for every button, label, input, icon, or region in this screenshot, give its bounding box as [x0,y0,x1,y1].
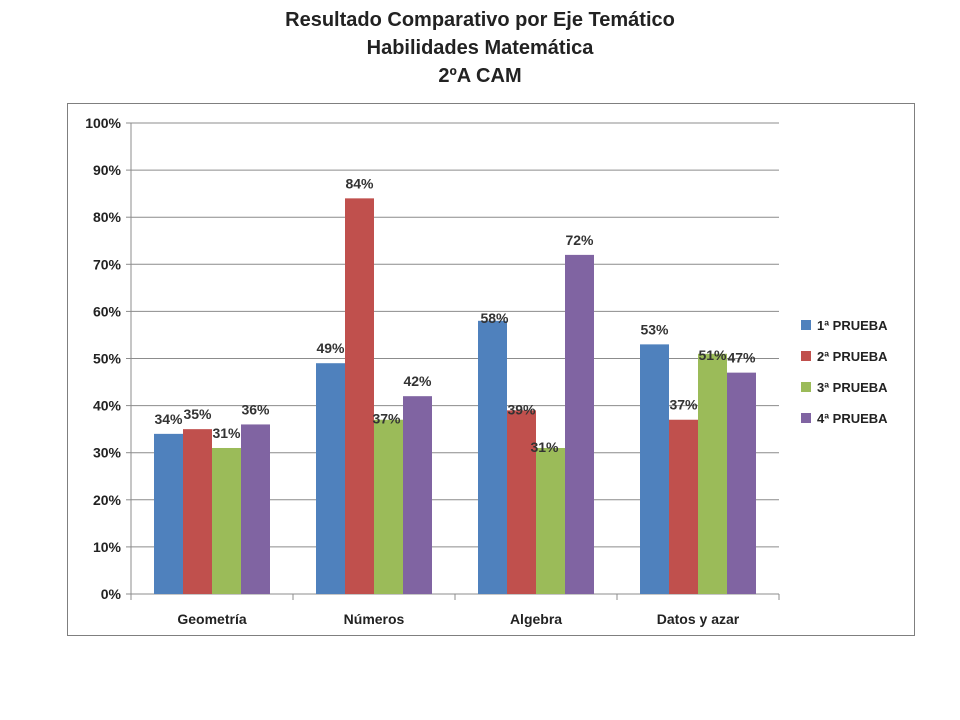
chart-title-line-3: 2ºA CAM [438,65,522,87]
x-category-label: Números [344,611,405,627]
legend-swatch [801,382,811,392]
bar [565,254,594,594]
legend-swatch [801,413,811,423]
legend-swatch [801,320,811,330]
bar [183,429,212,594]
y-tick-label: 90% [93,162,122,178]
bar [345,198,374,595]
y-tick-label: 80% [93,209,122,225]
y-tick-label: 20% [93,492,122,508]
data-label: 47% [727,350,756,366]
y-tick-label: 40% [93,398,122,414]
data-label: 49% [316,340,345,356]
y-tick-label: 70% [93,256,122,272]
legend-swatch [801,351,811,361]
legend-label: 4ª PRUEBA [817,411,888,426]
data-label: 58% [480,310,509,326]
data-label: 31% [530,439,559,455]
y-tick-label: 10% [93,539,122,555]
legend-label: 2ª PRUEBA [817,349,888,364]
chart-title-line-1: Resultado Comparativo por Eje Temático [285,9,675,31]
bar [374,419,403,594]
legend-label: 1ª PRUEBA [817,318,888,333]
data-label: 37% [372,411,401,427]
x-category-label: Datos y azar [657,611,740,627]
bar [316,363,345,594]
bar [212,447,241,594]
data-label: 36% [241,401,270,417]
bar [241,424,270,594]
bar [478,320,507,594]
x-category-label: Algebra [510,611,562,627]
y-tick-label: 60% [93,303,122,319]
data-label: 34% [154,411,183,427]
bar [536,447,565,594]
legend-label: 3ª PRUEBA [817,380,888,395]
bar [727,372,756,594]
y-tick-label: 100% [85,115,121,131]
data-label: 53% [640,321,669,337]
data-label: 42% [403,373,432,389]
bar [669,419,698,594]
bar [403,396,432,594]
y-tick-label: 0% [101,586,122,602]
data-label: 35% [183,406,212,422]
data-label: 51% [698,347,727,363]
bar [154,433,183,594]
chart-title-line-2: Habilidades Matemática [366,37,594,59]
bar [640,344,669,594]
bar [698,353,727,594]
bar [507,410,536,594]
y-tick-label: 30% [93,445,122,461]
data-label: 39% [507,401,536,417]
data-label: 84% [345,175,374,191]
data-label: 72% [565,232,594,248]
y-tick-label: 50% [93,351,122,367]
data-label: 37% [669,397,698,413]
data-label: 31% [212,425,241,441]
chart-title: Resultado Comparativo por Eje Temático H… [0,6,960,90]
x-category-label: Geometría [177,611,246,627]
